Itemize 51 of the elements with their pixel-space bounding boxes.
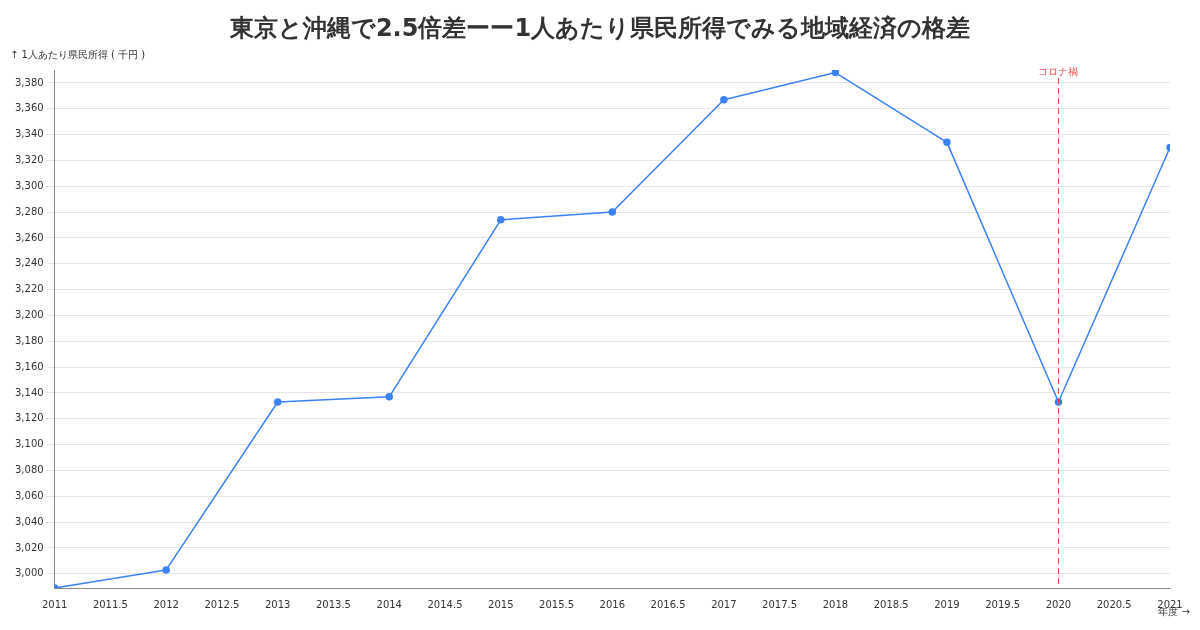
x-tick-label: 2012.5 bbox=[204, 598, 240, 610]
x-tick-label: 2019.5 bbox=[985, 598, 1021, 610]
y-tick-label: 3,080 bbox=[14, 464, 44, 476]
y-tick-label: 3,100 bbox=[14, 438, 44, 450]
point bbox=[943, 138, 951, 147]
point bbox=[497, 216, 505, 224]
x-tick-label: 2016 bbox=[599, 598, 626, 610]
x-tick-label: 2013 bbox=[264, 598, 291, 610]
y-tick-label: 3,260 bbox=[14, 231, 44, 243]
y-tick-label: 3,200 bbox=[14, 309, 44, 321]
x-tick-label: 2016.5 bbox=[650, 598, 686, 610]
point bbox=[162, 566, 170, 574]
y-tick-label: 3,040 bbox=[14, 515, 44, 527]
y-tick-label: 3,280 bbox=[14, 205, 44, 217]
x-tick-label: 2015 bbox=[488, 598, 514, 610]
x-tick-label: 2014 bbox=[376, 598, 402, 610]
point bbox=[608, 208, 617, 216]
x-tick-label: 2019 bbox=[934, 598, 960, 610]
y-tick-label: 3,360 bbox=[14, 102, 44, 114]
y-tick-label: 3,000 bbox=[14, 567, 44, 579]
y-tick-label: 3,180 bbox=[14, 334, 44, 346]
y-tick-label: 3,380 bbox=[14, 76, 44, 88]
y-tick-label: 3,020 bbox=[14, 541, 44, 553]
y-tick-label: 3,140 bbox=[14, 386, 44, 398]
chart-title: 東京と沖縄で2.5倍差ーー1人あたり県民所得でみる地域経済の格差 bbox=[228, 13, 972, 44]
x-tick-label: 2017.5 bbox=[762, 598, 798, 610]
point bbox=[831, 70, 840, 77]
x-tick-label: 2012 bbox=[153, 598, 179, 610]
y-tick-label: 3,120 bbox=[14, 412, 44, 424]
point bbox=[273, 398, 282, 406]
ref-line-label: コロナ禍 bbox=[1038, 65, 1079, 77]
y-tick-label: 3,060 bbox=[14, 489, 44, 501]
x-tick-label: 2014.5 bbox=[427, 598, 463, 610]
y-tick-label: 3,240 bbox=[14, 257, 44, 269]
x-tick-label: 2011.5 bbox=[92, 598, 128, 610]
point bbox=[385, 393, 393, 401]
point bbox=[720, 95, 728, 104]
y-tick-label: 3,340 bbox=[14, 128, 44, 140]
y-axis-title: ↑ 1人あたり県民所得 ( 千円 ) bbox=[10, 48, 146, 60]
x-tick-label: 2018.5 bbox=[873, 598, 909, 610]
y-tick-label: 3,220 bbox=[14, 283, 44, 295]
y-tick-label: 3,320 bbox=[14, 154, 44, 166]
y-tick-label: 3,160 bbox=[14, 360, 44, 372]
x-tick-label: 2017 bbox=[711, 598, 737, 610]
y-tick-label: 3,300 bbox=[14, 179, 44, 191]
x-tick-label: 2020 bbox=[1045, 598, 1072, 610]
x-tick-label: 2018 bbox=[822, 598, 849, 610]
x-tick-label: 2011 bbox=[41, 598, 68, 610]
x-tick-label: 2015.5 bbox=[539, 598, 575, 610]
x-tick-label: 2020.5 bbox=[1096, 598, 1132, 610]
x-tick-label: 2013.5 bbox=[315, 598, 351, 610]
